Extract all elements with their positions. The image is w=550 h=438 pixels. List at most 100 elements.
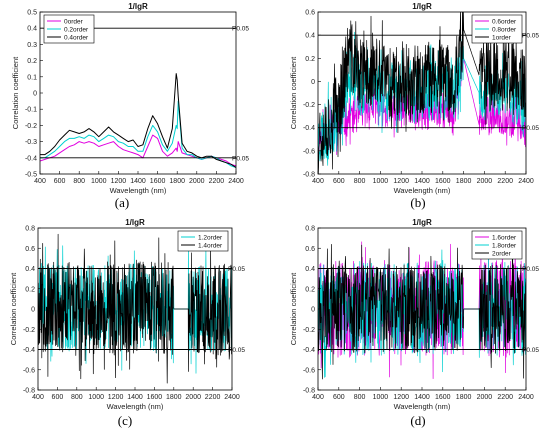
- y-tick-label: 0: [311, 79, 315, 86]
- x-tick-label: 600: [54, 178, 66, 185]
- y-tick-label: 0.8: [305, 226, 315, 233]
- x-tick-label: 800: [71, 394, 83, 401]
- y-tick-label: -0.8: [303, 172, 315, 179]
- y-tick-label: -0.4: [25, 155, 37, 162]
- series-line-1.8order: [318, 239, 526, 378]
- y-tick-label: -0.1: [25, 107, 37, 114]
- y-tick-label: 0: [33, 91, 37, 98]
- y-tick-label: 0.6: [25, 246, 35, 253]
- x-tick-label: 1400: [127, 394, 143, 401]
- legend-label: 0.6order: [492, 18, 517, 25]
- legend-label: 0.4order: [64, 34, 89, 41]
- legend-label: 1.6order: [492, 234, 517, 241]
- legend-box: [471, 14, 523, 44]
- x-tick-label: 1600: [150, 178, 166, 185]
- legend-label: 0.2order: [64, 26, 89, 33]
- series-line-0.2order: [40, 100, 236, 168]
- y-tick-label: -0.2: [303, 102, 315, 109]
- subfigure-label: (c): [118, 413, 132, 428]
- threshold-label: P0.05: [522, 125, 539, 132]
- x-tick-label: 1200: [393, 178, 409, 185]
- y-tick-label: 0.2: [27, 58, 37, 65]
- legend-label: 1.2order: [198, 234, 223, 241]
- y-tick-label: -0.4: [23, 347, 35, 354]
- x-tick-label: 800: [354, 178, 366, 185]
- threshold-label: P0.05: [522, 266, 539, 273]
- y-tick-label: 0.1: [27, 74, 37, 81]
- y-tick-label: 0.8: [25, 226, 35, 233]
- x-tick-label: 1200: [393, 394, 409, 401]
- y-tick-label: -0.8: [303, 388, 315, 395]
- y-tick-label: 0.2: [305, 56, 315, 63]
- x-tick-label: 1800: [169, 178, 185, 185]
- legend-box: [177, 230, 229, 252]
- y-tick-label: 0.4: [305, 33, 315, 40]
- legend-label: 2order: [492, 250, 512, 257]
- legend-label: 0order: [64, 18, 84, 25]
- y-tick-label: -0.4: [303, 125, 315, 132]
- y-tick-label: 0.6: [305, 10, 315, 17]
- y-tick-label: 0.4: [25, 266, 35, 273]
- x-tick-label: 1400: [414, 394, 430, 401]
- x-tick-label: 400: [32, 394, 44, 401]
- x-tick-label: 1000: [373, 394, 389, 401]
- x-tick-label: 600: [333, 178, 345, 185]
- x-tick-label: 1600: [147, 394, 163, 401]
- y-tick-label: 0: [31, 307, 35, 314]
- y-tick-label: -0.5: [25, 172, 37, 179]
- y-tick-label: 0: [311, 307, 315, 314]
- x-tick-label: 2400: [518, 178, 534, 185]
- y-tick-label: 0.5: [27, 10, 37, 17]
- y-tick-label: 0.2: [305, 286, 315, 293]
- x-tick-label: 2000: [477, 394, 493, 401]
- subfigure-label: (b): [410, 195, 425, 210]
- y-tick-label: -0.2: [303, 327, 315, 334]
- y-tick-label: -0.2: [25, 123, 37, 130]
- x-tick-label: 2200: [497, 394, 513, 401]
- y-tick-label: -0.2: [23, 327, 35, 334]
- y-tick-label: -0.6: [303, 367, 315, 374]
- y-axis-label: Correlation coefficient: [11, 56, 20, 129]
- y-tick-label: -0.6: [303, 148, 315, 155]
- x-axis-label: Wavelength (nm): [394, 402, 451, 411]
- y-tick-label: -0.3: [25, 139, 37, 146]
- x-axis-label: Wavelength (nm): [110, 186, 167, 195]
- y-axis-label: Correlation coefficient: [9, 272, 18, 345]
- x-tick-label: 400: [312, 394, 324, 401]
- x-tick-label: 1600: [435, 178, 451, 185]
- legend-label: 0.8order: [492, 26, 517, 33]
- x-tick-label: 2000: [189, 178, 205, 185]
- x-tick-label: 2200: [497, 178, 513, 185]
- series-line-1order: [318, 12, 526, 174]
- series-line-2order: [318, 240, 526, 380]
- x-tick-label: 1800: [166, 394, 182, 401]
- threshold-label: P0.05: [228, 347, 245, 354]
- x-tick-label: 800: [354, 394, 366, 401]
- x-axis-label: Wavelength (nm): [107, 402, 164, 411]
- series-group: [318, 239, 526, 380]
- x-tick-label: 800: [73, 178, 85, 185]
- threshold-label: P0.05: [232, 26, 249, 33]
- x-tick-label: 400: [312, 178, 324, 185]
- x-tick-label: 1200: [111, 178, 127, 185]
- y-tick-label: 0.6: [305, 246, 315, 253]
- chart-title: 1/lgR: [412, 218, 432, 227]
- series-line-1.2order: [38, 242, 232, 374]
- chart-title: 1/lgR: [128, 2, 148, 11]
- x-tick-label: 1200: [108, 394, 124, 401]
- x-tick-label: 2200: [205, 394, 221, 401]
- legend-label: 1order: [492, 34, 512, 41]
- y-tick-label: -0.8: [23, 388, 35, 395]
- y-tick-label: 0.4: [305, 266, 315, 273]
- subfigure-label: (a): [115, 195, 129, 210]
- x-tick-label: 1400: [130, 178, 146, 185]
- x-tick-label: 1000: [88, 394, 104, 401]
- y-tick-label: 0.2: [25, 286, 35, 293]
- y-axis-label: Correlation coefficient: [289, 272, 298, 345]
